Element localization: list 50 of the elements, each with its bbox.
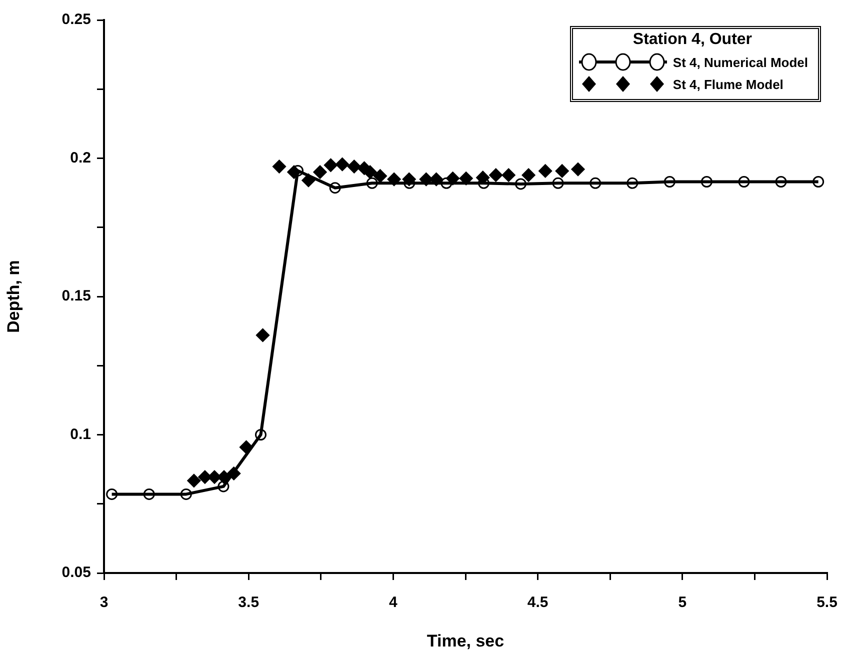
- point: [366, 177, 378, 189]
- x-tick-label: 3: [100, 594, 108, 612]
- point: [336, 158, 350, 172]
- point: [324, 158, 338, 172]
- x-axis-title: Time, sec: [426, 631, 504, 650]
- point: [700, 176, 712, 188]
- x-tick-label: 3.5: [238, 594, 260, 612]
- y-tick-label: 0.1: [70, 426, 91, 443]
- point: [256, 328, 270, 342]
- x-tick-label: 5: [678, 594, 687, 612]
- point: [313, 165, 327, 179]
- point: [552, 177, 564, 189]
- point: [502, 168, 516, 182]
- x-tick-label: 4.5: [527, 594, 548, 612]
- legend-label: St 4, Numerical Model: [672, 54, 808, 70]
- point: [571, 162, 585, 176]
- point: [218, 480, 230, 492]
- y-tick-label: 0.05: [62, 564, 91, 582]
- point: [143, 488, 155, 500]
- point: [489, 168, 503, 182]
- point: [180, 488, 192, 500]
- point: [254, 429, 266, 440]
- y-tick-label: 0.25: [62, 11, 91, 28]
- point: [373, 169, 387, 183]
- point: [440, 177, 452, 189]
- point: [555, 164, 569, 178]
- point: [590, 177, 602, 189]
- point: [106, 488, 118, 500]
- y-tick-label: 0.15: [62, 288, 91, 305]
- point: [664, 176, 676, 188]
- x-tick-label: 4: [389, 594, 398, 612]
- legend-title: Station 4, Outer: [632, 31, 754, 49]
- point: [775, 176, 787, 188]
- x-tick-label: 5.5: [816, 594, 838, 612]
- point: [522, 168, 536, 182]
- point: [347, 160, 361, 174]
- point: [329, 182, 341, 194]
- y-axis-title: Depth, m: [4, 260, 23, 333]
- point: [738, 176, 750, 188]
- point: [198, 470, 212, 484]
- point: [208, 470, 222, 484]
- point: [514, 178, 526, 190]
- point: [812, 176, 824, 188]
- point: [187, 474, 201, 488]
- point: [626, 177, 638, 189]
- legend-label: St 4, Flume Model: [672, 76, 784, 92]
- point: [272, 160, 286, 174]
- point: [538, 164, 552, 178]
- point: [363, 165, 377, 179]
- y-tick-label: 0.2: [70, 149, 91, 166]
